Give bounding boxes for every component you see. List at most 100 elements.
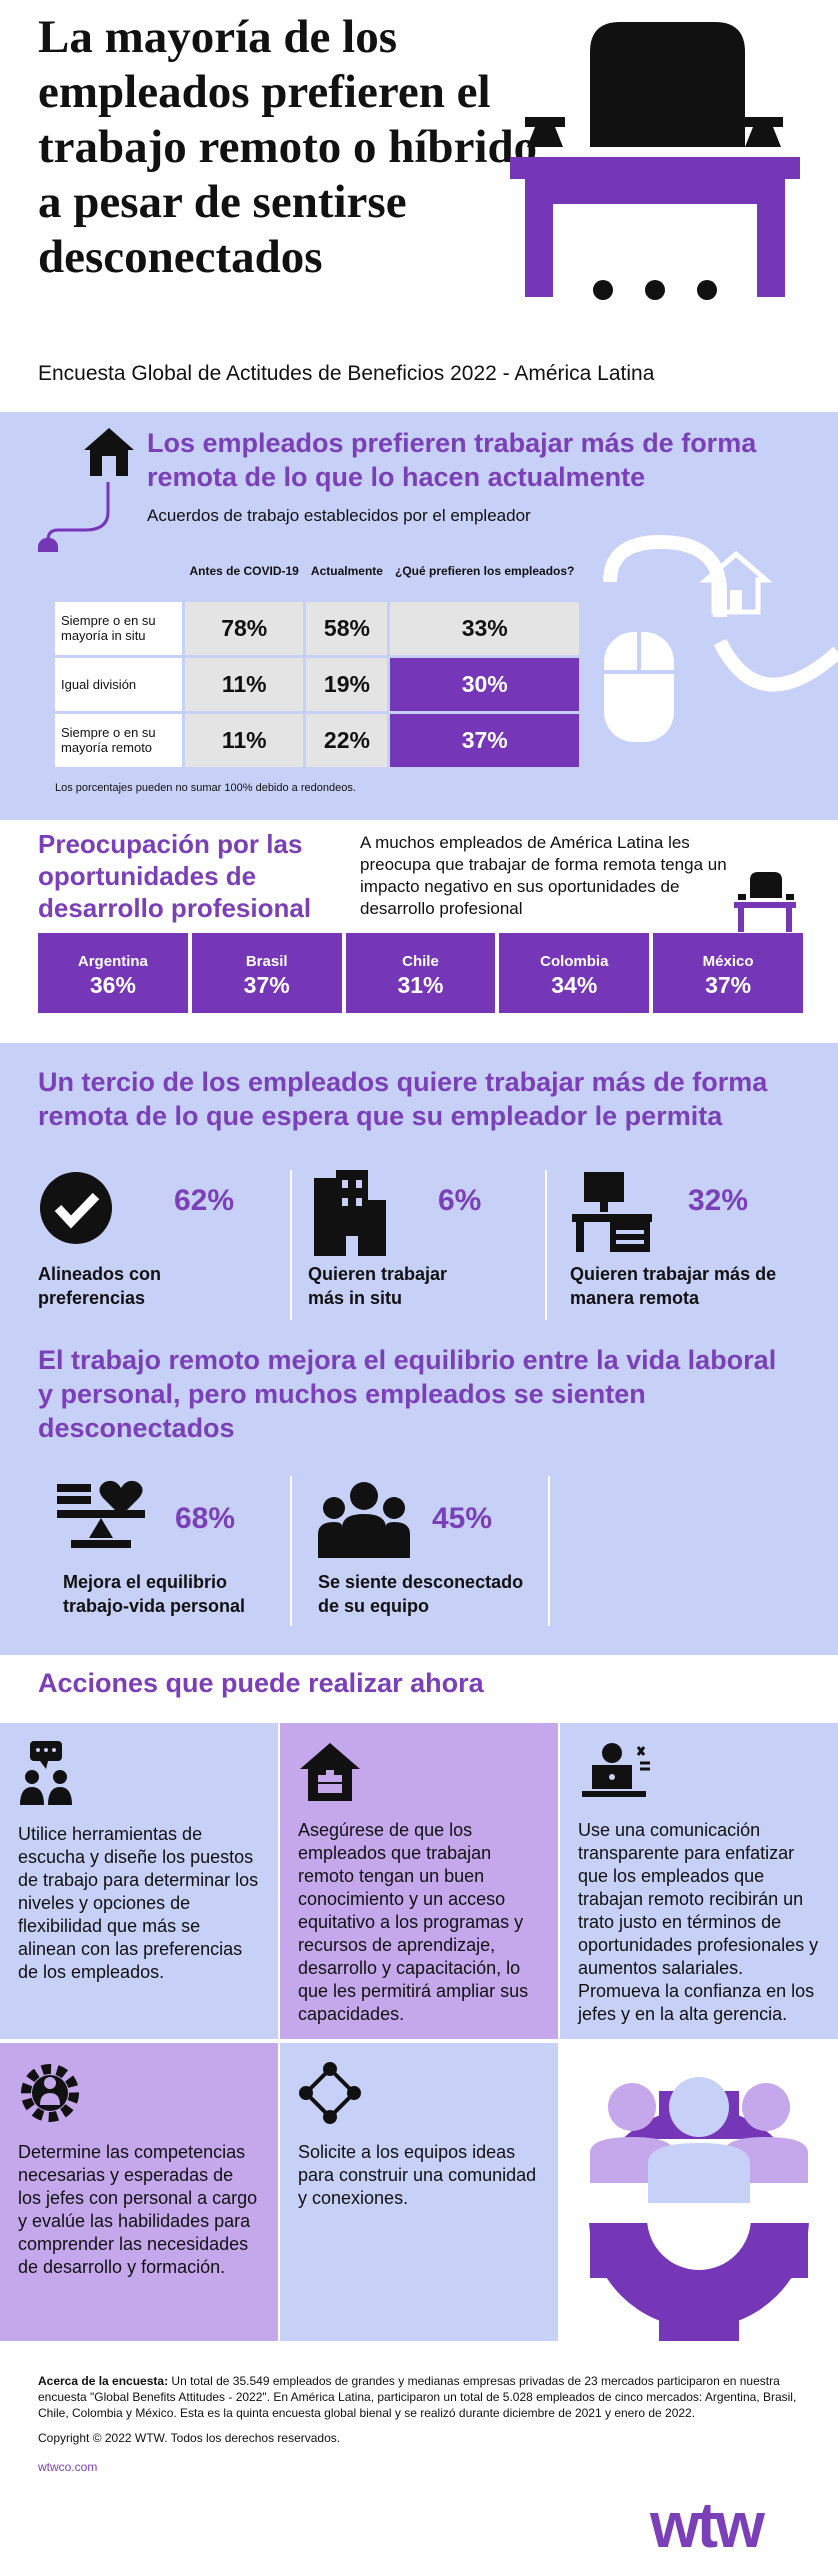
- table-cell: 19%: [303, 654, 391, 714]
- page-title: La mayoría de los empleados prefieren el…: [38, 11, 538, 283]
- building-icon: [314, 1170, 386, 1256]
- row-label: Igual división: [52, 654, 185, 714]
- stat-label: Alineados con preferencias: [38, 1264, 162, 1308]
- country-card: Colombia 34%: [499, 933, 650, 1013]
- table-corner: [54, 544, 184, 600]
- row-label: Siempre o en su mayoría remoto: [52, 710, 185, 770]
- country-name: Chile: [402, 953, 439, 970]
- copyright: Copyright © 2022 WTW. Todos los derechos…: [38, 2431, 341, 2445]
- divider: [290, 1476, 292, 1626]
- section-title: Los empleados prefieren trabajar más de …: [147, 428, 757, 492]
- section-title: Un tercio de los empleados quiere trabaj…: [38, 1067, 768, 1131]
- table-row: Siempre o en su mayoría remoto 11% 22% 3…: [52, 710, 582, 770]
- wtw-logo: wtw: [650, 2489, 765, 2560]
- stat-aligned: 62% Alineados con preferencias: [38, 1170, 234, 1308]
- action-text: Utilice herramientas de escucha y diseñe…: [18, 1824, 259, 1982]
- home-icon: [84, 428, 134, 476]
- home-mouse-icon: [603, 534, 838, 742]
- checkmark-icon: [40, 1172, 112, 1244]
- stat-value: 32%: [688, 1184, 749, 1217]
- table-cell-highlight: 30%: [387, 654, 582, 714]
- stat-balance: 68% Mejora el equilibrio trabajo-vida pe…: [55, 1480, 245, 1616]
- country-card: Brasil 37%: [191, 933, 342, 1013]
- country-name: Argentina: [77, 953, 148, 970]
- country-value: 34%: [551, 972, 598, 998]
- arrangement-table: Antes de COVID-19 Actualmente ¿Qué prefi…: [52, 544, 582, 770]
- chat-people-icon: [20, 1741, 72, 1805]
- network-icon: [299, 2062, 361, 2124]
- section-text: A muchos empleados de América Latina les…: [360, 833, 727, 918]
- action-card: Use una comunicación transparente para e…: [560, 1723, 838, 2039]
- table-row: Siempre o en su mayoría in situ 78% 58% …: [52, 598, 582, 658]
- table-cell: 78%: [181, 598, 307, 658]
- team-gear-icon: [21, 2064, 79, 2122]
- action-text: Asegúrese de que los empleados que traba…: [298, 1820, 529, 2024]
- remote-stats-section: Un tercio de los empleados quiere trabaj…: [0, 1043, 838, 1655]
- table-cell: 11%: [181, 710, 307, 770]
- country-name: Colombia: [540, 953, 609, 970]
- row-label: Siempre o en su mayoría in situ: [52, 598, 185, 658]
- small-desk-icon: [734, 872, 796, 932]
- stat-value: 6%: [438, 1184, 482, 1217]
- remote-worker-icon: [582, 1743, 650, 1797]
- stat-label: Quieren trabajar más in situ: [308, 1264, 448, 1308]
- stat-onsite: 6% Quieren trabajar más in situ: [308, 1170, 481, 1308]
- action-card: Utilice herramientas de escucha y diseñe…: [0, 1723, 278, 2039]
- divider: [548, 1476, 550, 1626]
- stat-label: Se siente desconectado de su equipo: [318, 1572, 524, 1616]
- house-briefcase-icon: [300, 1743, 360, 1801]
- action-text: Solicite a los equipos ideas para constr…: [298, 2142, 537, 2208]
- desk-chair-icon: [510, 22, 800, 300]
- country-value: 36%: [89, 972, 136, 998]
- team-icon: [318, 1482, 410, 1558]
- stat-value: 45%: [432, 1502, 493, 1535]
- country-card: Chile 31%: [345, 933, 496, 1013]
- action-text: Use una comunicación transparente para e…: [578, 1820, 819, 2024]
- section-title: El trabajo remoto mejora el equilibrio e…: [38, 1345, 777, 1443]
- team-gear-large-icon: [588, 2077, 810, 2341]
- country-name: Brasil: [245, 953, 288, 970]
- country-card: Argentina 36%: [38, 933, 188, 1013]
- stat-remote: 32% Quieren trabajar más de manera remot…: [570, 1170, 776, 1308]
- about-text: Un total de 35.549 empleados de grandes …: [38, 2374, 797, 2420]
- stat-label: Mejora el equilibrio trabajo-vida person…: [63, 1572, 246, 1616]
- country-value: 37%: [243, 972, 290, 998]
- action-text: Determine las competencias necesarias y …: [18, 2142, 258, 2277]
- divider: [290, 1170, 292, 1320]
- column-header: Actualmente: [310, 564, 383, 579]
- balance-heart-icon: [57, 1480, 145, 1548]
- section-subtitle: Acuerdos de trabajo establecidos por el …: [147, 506, 531, 525]
- table-row: Igual división 11% 19% 30%: [52, 654, 582, 714]
- remote-preference-section: Los empleados prefieren trabajar más de …: [0, 412, 838, 820]
- country-bars: Argentina 36% Brasil 37% Chile 31% Colom…: [38, 933, 803, 1013]
- country-value: 31%: [397, 972, 444, 998]
- website-link[interactable]: wtwco.com: [38, 2460, 98, 2474]
- country-card: México 37%: [653, 933, 803, 1013]
- mouse-cable-icon: [38, 482, 110, 552]
- table-cell: 33%: [387, 598, 582, 658]
- table-cell: 22%: [303, 710, 391, 770]
- action-card: Asegúrese de que los empleados que traba…: [280, 1723, 558, 2039]
- home-desk-icon: [572, 1172, 652, 1252]
- column-header: ¿Qué prefieren los empleados?: [394, 564, 575, 579]
- about-label: Acerca de la encuesta:: [38, 2374, 169, 2388]
- table-cell: 11%: [181, 654, 307, 714]
- country-name: México: [702, 953, 754, 970]
- action-card: Solicite a los equipos ideas para constr…: [280, 2043, 558, 2341]
- stat-value: 68%: [175, 1502, 236, 1535]
- table-note: Los porcentajes pueden no sumar 100% deb…: [55, 782, 356, 794]
- stat-value: 62%: [174, 1184, 235, 1217]
- section-title: Acciones que puede realizar ahora: [38, 1668, 484, 1698]
- stat-disconnected: 45% Se siente desconectado de su equipo: [318, 1480, 523, 1616]
- survey-about: Acerca de la encuesta: Un total de 35.54…: [38, 2373, 803, 2421]
- country-value: 37%: [705, 972, 752, 998]
- table-cell-highlight: 37%: [387, 710, 582, 770]
- page-subtitle: Encuesta Global de Actitudes de Benefici…: [38, 362, 655, 385]
- section-title: Preocupación por las oportunidades de de…: [38, 829, 312, 923]
- team-gear-illustration: [560, 2043, 838, 2341]
- divider: [545, 1170, 547, 1320]
- column-header: Antes de COVID-19: [189, 564, 299, 579]
- table-cell: 58%: [303, 598, 391, 658]
- stat-label: Quieren trabajar más de manera remota: [570, 1264, 777, 1308]
- action-card: Determine las competencias necesarias y …: [0, 2043, 278, 2341]
